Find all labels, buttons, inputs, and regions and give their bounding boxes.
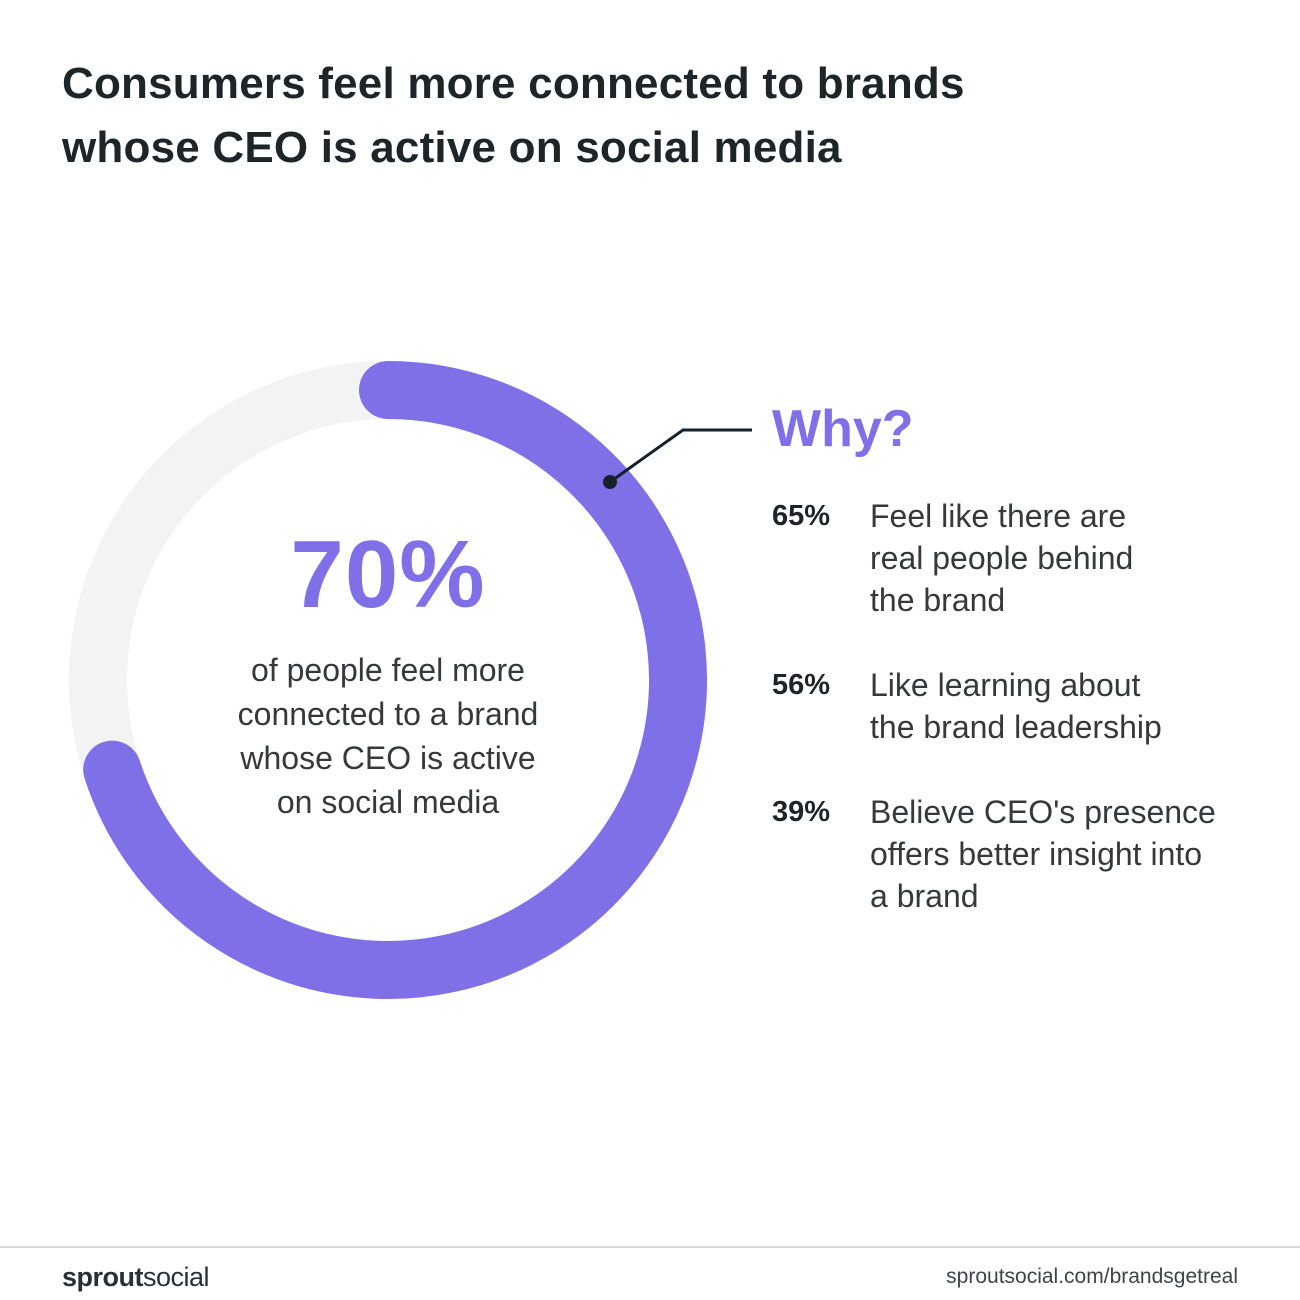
headline-percentage: 70% xyxy=(290,521,486,628)
donut-value-arc xyxy=(83,361,707,999)
brand-logo-part: social xyxy=(143,1262,210,1292)
title-line-1: Consumers feel more connected to brands xyxy=(62,59,965,108)
headline-description: of people feel more connected to a brand… xyxy=(188,648,588,824)
reason-line: the brand xyxy=(870,582,1006,618)
reason-percent: 39% xyxy=(772,796,831,828)
reason-line: the brand leadership xyxy=(870,709,1162,745)
reason-line: Feel like there are xyxy=(870,498,1127,534)
description-line: connected to a brand xyxy=(237,696,539,732)
reason-text: Feel like there are real people behind t… xyxy=(870,495,1133,621)
reason-line: Believe CEO's presence xyxy=(870,794,1216,830)
callout-connector xyxy=(609,428,752,484)
callout-dot xyxy=(603,475,617,489)
source-url: sproutsocial.com/brandsgetreal xyxy=(946,1265,1238,1288)
description-line: of people feel more xyxy=(251,652,525,688)
reason-percent: 56% xyxy=(772,669,831,701)
reason-line: a brand xyxy=(870,878,979,914)
footer-divider xyxy=(0,1246,1300,1248)
reason-line: Like learning about xyxy=(870,667,1141,703)
why-heading: Why? xyxy=(772,400,914,458)
chart-title: Consumers feel more connected to brands … xyxy=(62,52,1162,180)
reason-line: offers better insight into xyxy=(870,836,1203,872)
reason-percent: 65% xyxy=(772,500,831,532)
description-line: on social media xyxy=(276,784,500,820)
donut-center-label: 70% of people feel more connected to a b… xyxy=(188,520,588,824)
reason-text: Believe CEO's presence offers better ins… xyxy=(870,791,1216,917)
title-line-2: whose CEO is active on social media xyxy=(62,123,842,172)
brand-logo: sproutsocial xyxy=(62,1258,210,1296)
brand-logo-part: sprout xyxy=(62,1262,144,1292)
description-line: whose CEO is active xyxy=(240,740,536,776)
reason-line: real people behind xyxy=(870,540,1134,576)
reason-text: Like learning about the brand leadership xyxy=(870,664,1162,748)
